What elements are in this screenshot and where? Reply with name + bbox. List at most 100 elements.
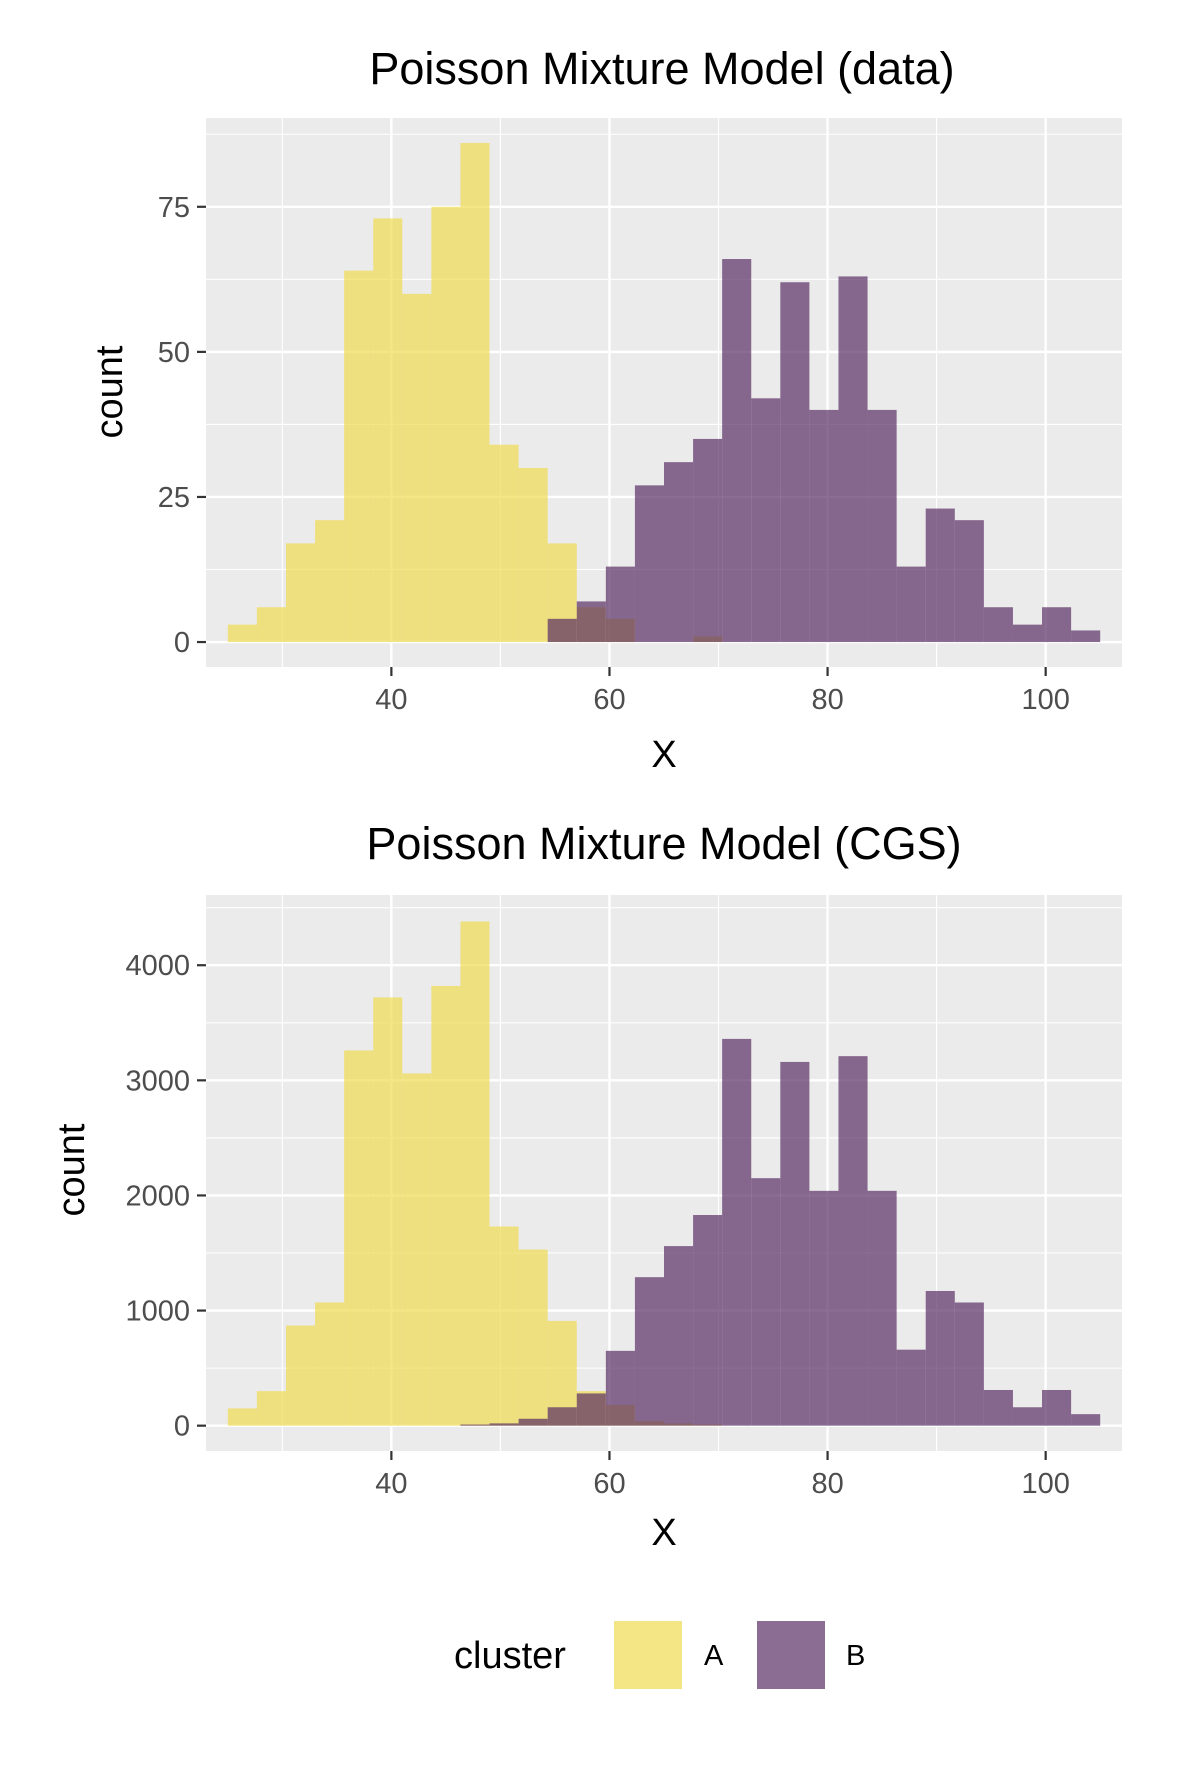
x-tick-label: 40 [375,1468,407,1500]
bar-b [925,1290,955,1426]
bar-b [576,1393,606,1426]
y-tick-label: 1000 [125,1296,190,1328]
bar-b [1012,1407,1043,1426]
bar-b [983,607,1013,643]
histogram-bars [227,142,1101,643]
x-tick-label: 80 [811,684,843,716]
bar-b [576,601,606,643]
histogram-bars [227,921,1101,1426]
y-tick-label: 25 [158,482,190,514]
bar-b [867,1190,897,1426]
legend-key-b [757,1621,825,1689]
bar-a [285,1325,316,1426]
legend-key-a [614,1621,682,1689]
x-tick-label: 40 [375,684,407,716]
x-tick-label: 80 [811,1468,843,1500]
bar-a [431,206,461,643]
bar-b [838,1056,868,1426]
bar-b [1071,630,1101,643]
bar-b [518,1418,548,1426]
bar-b [722,1038,752,1426]
bar-b [634,1277,664,1426]
bar-b [954,520,984,643]
bar-a [315,1302,345,1426]
y-axis-ticks: 0 1000 2000 3000 4000 [125,950,206,1443]
bar-a [460,142,490,643]
y-axis-ticks: 0 25 50 75 [158,192,206,659]
y-axis-title: count [89,345,131,438]
bar-b [693,438,723,643]
y-tick-label: 0 [174,1411,190,1443]
bar-b [605,566,635,643]
bar-a [460,921,490,1426]
bar-b [547,1407,577,1426]
bar-b [1071,1414,1101,1426]
x-axis-ticks: 40 60 80 100 [375,1451,1070,1500]
x-tick-label: 100 [1021,684,1069,716]
bar-b [751,1178,781,1426]
bar-b [896,1349,926,1426]
chart-data-histogram: Poisson Mixture Model (data) 0 25 50 75 40 6… [89,43,1156,776]
bar-a [489,444,519,643]
y-axis-title: count [51,1123,93,1216]
bar-a [518,1249,548,1426]
bar-b [1042,607,1072,643]
bar-a [227,1408,257,1426]
bar-a [256,607,286,643]
bar-b [634,485,664,643]
bar-a [489,1226,519,1426]
bar-a [431,985,461,1426]
x-tick-label: 100 [1021,1468,1069,1500]
bar-a [344,1050,374,1426]
y-tick-label: 2000 [125,1180,190,1212]
bar-b [925,508,955,643]
bar-b [983,1389,1013,1426]
legend: cluster A B [454,1621,865,1689]
bar-b [954,1302,984,1426]
chart-title: Poisson Mixture Model (data) [369,43,954,94]
legend-title: cluster [454,1635,566,1677]
x-axis-title: X [651,734,676,776]
bar-b [722,259,752,643]
y-tick-label: 0 [174,627,190,659]
bar-b [693,1215,723,1426]
chart-title: Poisson Mixture Model (CGS) [366,818,961,869]
bar-a [227,624,257,643]
bar-b [867,409,897,643]
bar-b [605,1350,635,1426]
y-tick-label: 50 [158,337,190,369]
bar-a [373,218,403,643]
bar-b [460,1424,490,1426]
bar-b [809,1190,839,1426]
y-tick-label: 75 [158,192,190,224]
x-tick-label: 60 [593,684,625,716]
bar-b [780,282,810,643]
bar-a [373,997,403,1426]
bar-b [1042,1389,1072,1426]
y-tick-label: 4000 [125,950,190,982]
bar-b [896,566,926,643]
x-tick-label: 60 [593,1468,625,1500]
bar-a [518,467,548,643]
bar-b [547,618,577,643]
bar-a [256,1391,286,1426]
legend-label-b: B [846,1640,865,1672]
bar-a [402,1073,432,1426]
y-tick-label: 3000 [125,1065,190,1097]
bar-b [780,1061,810,1426]
bar-a [285,543,316,643]
bar-b [664,462,694,643]
x-axis-title: X [651,1512,676,1554]
bar-a [315,520,345,643]
chart-cgs-histogram: Poisson Mixture Model (CGS) 0 1000 2000 300… [51,818,1156,1554]
bar-b [489,1423,519,1426]
bar-b [664,1246,694,1426]
legend-label-a: A [704,1640,724,1672]
bar-b [838,276,868,643]
x-axis-ticks: 40 60 80 100 [375,667,1070,716]
bar-a [344,270,374,643]
bar-b [751,398,781,643]
bar-a [402,293,432,643]
bar-b [1012,624,1043,643]
